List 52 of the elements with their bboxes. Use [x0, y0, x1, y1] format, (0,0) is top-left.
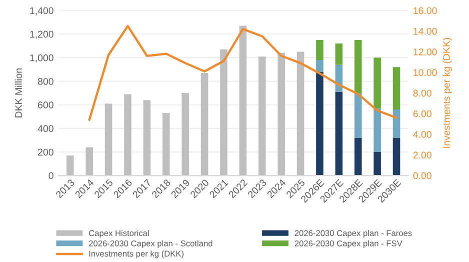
y-axis-title: DKK Million: [14, 68, 22, 118]
bar: [258, 56, 266, 176]
bar: [104, 104, 112, 176]
bar: [316, 72, 324, 176]
bar: [124, 94, 132, 176]
bar: [220, 49, 228, 176]
y-tick-label: 0: [48, 172, 54, 180]
y2-tick-label: 6.00: [413, 110, 432, 118]
y-tick-label: 1,000: [30, 54, 54, 62]
bar: [86, 147, 93, 176]
bar: [200, 72, 208, 176]
y2-tick-label: 4.00: [413, 131, 432, 138]
bar: [374, 152, 381, 176]
bar: [316, 40, 324, 60]
y-tick-label: 400: [38, 125, 54, 132]
bar: [374, 108, 381, 152]
bar: [374, 58, 381, 108]
legend-label: 2026-2030 Capex plan - FSV: [294, 240, 402, 248]
y-tick-label: 1,200: [30, 30, 54, 39]
bar: [162, 113, 170, 176]
bar: [392, 67, 400, 110]
bar: [239, 26, 247, 176]
bar: [66, 155, 74, 176]
bar: [316, 60, 324, 72]
bar: [143, 100, 151, 176]
legend-label: Capex Historical: [89, 230, 149, 238]
bar: [354, 40, 362, 94]
bar: [354, 138, 362, 176]
y2-tick-label: 10.00: [414, 69, 437, 76]
y-tick-label: 200: [38, 148, 54, 156]
y-tick-label: 600: [38, 102, 54, 108]
legend-label: 2026-2030 Capex plan - Scotland: [89, 240, 212, 248]
y2-tick-label: 2.00: [413, 152, 432, 159]
bar: [296, 52, 304, 176]
legend-label: 2026-2030 Capex plan - Faroes: [294, 230, 412, 238]
y2-tick-label: 12.00: [414, 48, 437, 56]
y-tick-label: 1,400: [30, 7, 54, 16]
bar: [335, 43, 343, 65]
bar: [392, 110, 400, 138]
y-tick-label: 800: [38, 78, 54, 85]
y2-axis-title: Investments per kg (DKK): [442, 38, 452, 148]
y2-tick-label: 16.00: [414, 7, 437, 14]
y2-tick-label: 0.00: [413, 172, 432, 180]
y2-tick-label: 14.00: [414, 28, 437, 35]
bar: [335, 92, 343, 176]
line-series: [88, 24, 398, 121]
bar: [392, 138, 400, 176]
bar: [278, 52, 285, 176]
legend-label: Investments per kg (DKK): [89, 250, 184, 258]
bar: [182, 93, 189, 176]
y2-tick-label: 8.00: [413, 90, 432, 97]
bar: [354, 93, 362, 138]
